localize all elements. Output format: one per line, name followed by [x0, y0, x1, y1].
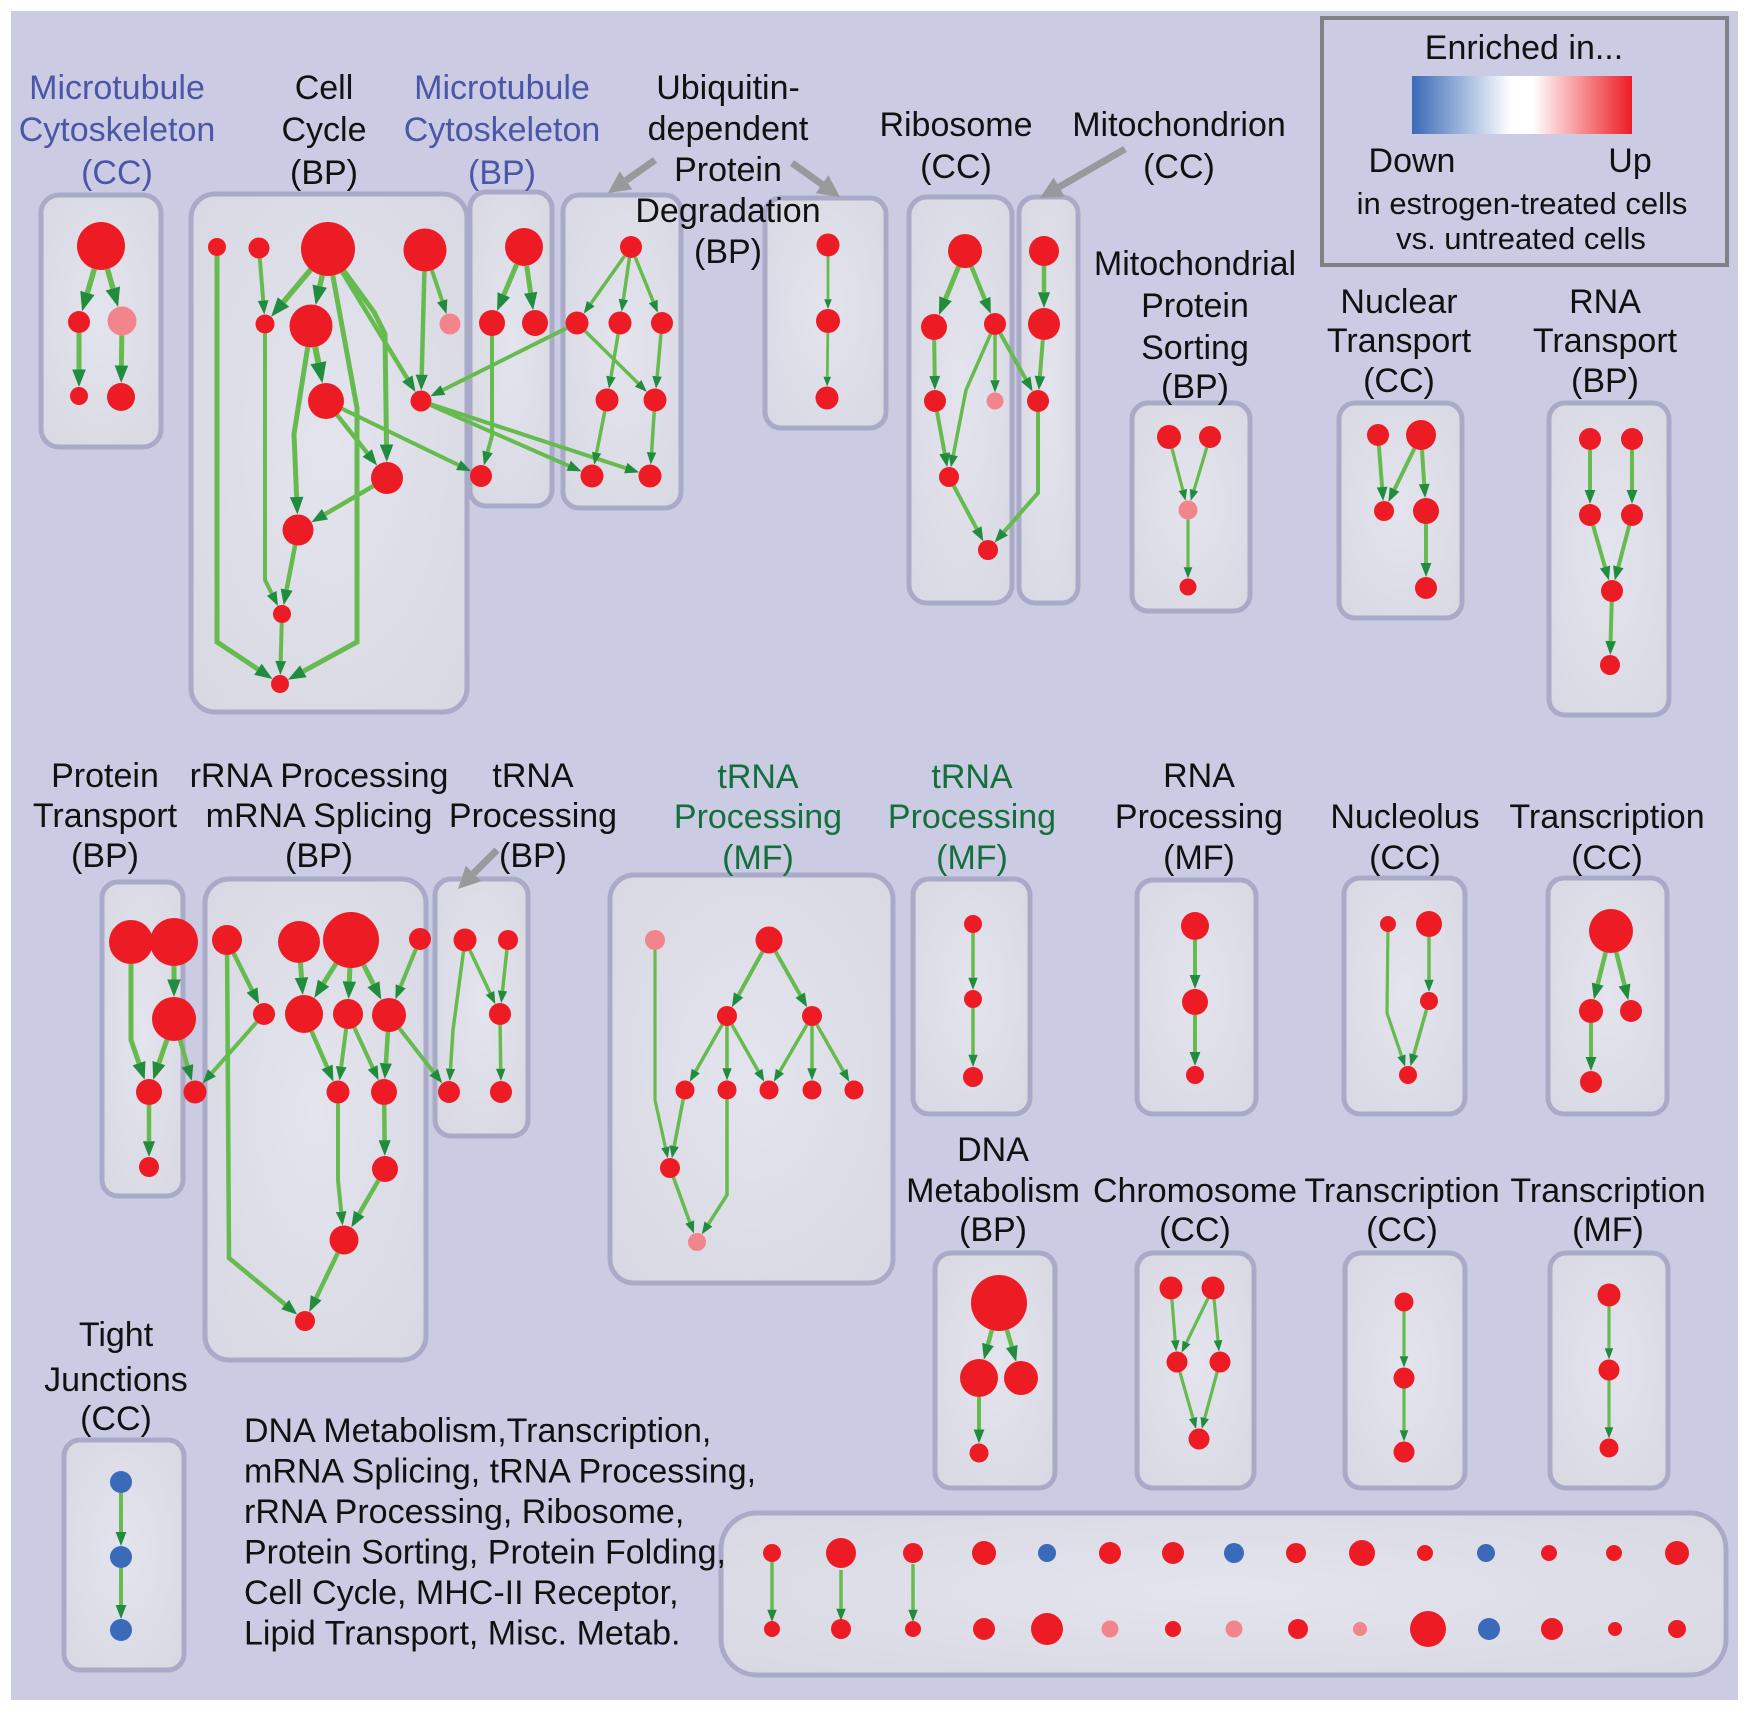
svg-text:(BP): (BP) [1161, 368, 1229, 406]
svg-text:(MF): (MF) [1163, 839, 1235, 877]
svg-text:Processing: Processing [449, 797, 617, 835]
svg-text:Transport: Transport [1533, 322, 1678, 360]
svg-text:(BP): (BP) [959, 1211, 1027, 1249]
svg-text:Protein: Protein [674, 151, 782, 189]
svg-text:DNA: DNA [957, 1131, 1029, 1169]
svg-text:tRNA: tRNA [492, 757, 574, 795]
svg-text:Processing: Processing [888, 798, 1056, 836]
svg-text:(BP): (BP) [1571, 362, 1639, 400]
svg-text:(CC): (CC) [1366, 1211, 1438, 1249]
svg-text:(BP): (BP) [285, 837, 353, 875]
svg-text:Mitochondrion: Mitochondrion [1072, 106, 1286, 144]
svg-text:(MF): (MF) [1572, 1211, 1644, 1249]
svg-text:vs. untreated cells: vs. untreated cells [1396, 221, 1646, 256]
svg-text:Processing: Processing [674, 798, 842, 836]
svg-text:Nucleolus: Nucleolus [1330, 798, 1479, 836]
svg-text:Cell: Cell [295, 69, 354, 107]
svg-text:mRNA Splicing, tRNA Processing: mRNA Splicing, tRNA Processing, [244, 1453, 756, 1491]
svg-text:Enriched in...: Enriched in... [1425, 29, 1623, 67]
svg-text:Transport: Transport [1327, 322, 1472, 360]
svg-text:Nuclear: Nuclear [1340, 283, 1457, 321]
svg-text:RNA: RNA [1569, 283, 1641, 321]
svg-text:Transcription: Transcription [1510, 1172, 1705, 1210]
svg-text:Cytoskeleton: Cytoskeleton [404, 111, 601, 149]
svg-text:Mitochondrial: Mitochondrial [1094, 245, 1296, 283]
svg-text:Transcription: Transcription [1509, 798, 1704, 836]
svg-text:Tight: Tight [79, 1316, 154, 1354]
svg-text:(BP): (BP) [499, 837, 567, 875]
svg-text:Ubiquitin-: Ubiquitin- [656, 69, 800, 107]
svg-text:(CC): (CC) [1143, 148, 1215, 186]
svg-text:(CC): (CC) [1369, 839, 1441, 877]
svg-text:Cell Cycle, MHC-II Receptor,: Cell Cycle, MHC-II Receptor, [244, 1574, 679, 1612]
svg-text:Lipid Transport, Misc. Metab.: Lipid Transport, Misc. Metab. [244, 1615, 681, 1653]
svg-text:Down: Down [1369, 142, 1456, 180]
svg-text:Ribosome: Ribosome [879, 106, 1032, 144]
svg-text:(CC): (CC) [920, 148, 992, 186]
svg-text:(CC): (CC) [1159, 1211, 1231, 1249]
svg-text:(CC): (CC) [80, 1400, 152, 1438]
svg-text:Cytoskeleton: Cytoskeleton [19, 111, 216, 149]
svg-text:Protein: Protein [1141, 287, 1249, 325]
svg-text:tRNA: tRNA [931, 758, 1013, 796]
svg-text:Protein: Protein [51, 757, 159, 795]
svg-text:Chromosome: Chromosome [1093, 1172, 1297, 1210]
svg-text:(BP): (BP) [468, 154, 536, 192]
svg-text:Sorting: Sorting [1141, 329, 1249, 367]
svg-text:(MF): (MF) [936, 839, 1008, 877]
svg-text:(MF): (MF) [722, 839, 794, 877]
svg-text:(BP): (BP) [290, 154, 358, 192]
svg-text:Degradation: Degradation [635, 192, 820, 230]
svg-text:rRNA Processing, Ribosome,: rRNA Processing, Ribosome, [244, 1493, 684, 1531]
svg-text:Transcription: Transcription [1304, 1172, 1499, 1210]
svg-text:Metabolism: Metabolism [906, 1172, 1080, 1210]
svg-text:dependent: dependent [648, 110, 809, 148]
svg-text:mRNA Splicing: mRNA Splicing [206, 797, 433, 835]
svg-text:rRNA Processing: rRNA Processing [190, 757, 449, 795]
svg-text:(CC): (CC) [1571, 839, 1643, 877]
svg-text:Protein Sorting, Protein Foldi: Protein Sorting, Protein Folding, [244, 1534, 726, 1572]
svg-text:RNA: RNA [1163, 757, 1235, 795]
svg-text:Processing: Processing [1115, 798, 1283, 836]
svg-text:tRNA: tRNA [717, 758, 799, 796]
svg-text:Microtubule: Microtubule [414, 69, 590, 107]
svg-text:(BP): (BP) [71, 837, 139, 875]
svg-text:Microtubule: Microtubule [29, 69, 205, 107]
svg-text:Up: Up [1608, 142, 1651, 180]
svg-text:(CC): (CC) [1363, 362, 1435, 400]
svg-text:(CC): (CC) [81, 154, 153, 192]
svg-text:in estrogen-treated cells: in estrogen-treated cells [1357, 186, 1688, 221]
svg-text:(BP): (BP) [694, 233, 762, 271]
svg-text:Transport: Transport [33, 797, 178, 835]
svg-text:Cycle: Cycle [281, 111, 366, 149]
svg-text:Junctions: Junctions [44, 1361, 188, 1399]
svg-text:DNA Metabolism,Transcription,: DNA Metabolism,Transcription, [244, 1412, 711, 1450]
